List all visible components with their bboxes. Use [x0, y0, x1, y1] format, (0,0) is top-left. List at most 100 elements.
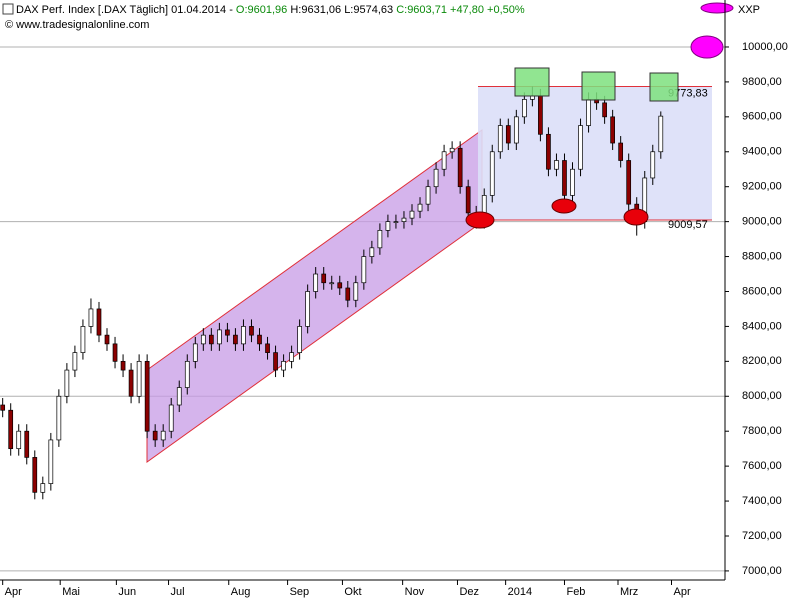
- candle-body: [546, 133, 551, 170]
- candle-body: [578, 125, 583, 170]
- candle-body: [505, 125, 511, 144]
- candle-body: [48, 439, 54, 484]
- candle-body: [393, 221, 399, 223]
- quote-change-pct: +0,50%: [487, 4, 525, 16]
- legend-label: XXP: [738, 4, 760, 16]
- quote-open: O:9601,96: [236, 4, 287, 16]
- candle-body: [321, 273, 327, 284]
- candle-body: [289, 352, 294, 362]
- candle-body: [626, 160, 632, 205]
- x-tick-label: Mrz: [620, 586, 638, 598]
- x-tick-label: Dez: [459, 586, 479, 598]
- candle-body: [409, 210, 415, 219]
- candle-body: [24, 430, 30, 458]
- candle-body: [265, 343, 270, 353]
- candle-body: [457, 147, 463, 188]
- candle-body: [64, 369, 70, 397]
- candle-body: [104, 334, 110, 345]
- candle-body: [433, 168, 439, 188]
- x-tick-label: Sep: [290, 586, 310, 598]
- candle-body: [96, 308, 102, 336]
- top-marker: [581, 71, 616, 101]
- candle-body: [281, 360, 286, 371]
- y-tick-label: 8800,00: [742, 250, 782, 262]
- y-tick-label: 7400,00: [742, 495, 782, 507]
- candle-body: [489, 151, 495, 196]
- range-fill: [478, 86, 712, 220]
- y-tick-label: 10000,00: [742, 41, 788, 53]
- bottom-marker: [623, 208, 649, 226]
- y-tick-label: 8200,00: [742, 355, 782, 367]
- y-tick-label: 7800,00: [742, 425, 782, 437]
- candle-body: [40, 483, 46, 493]
- y-tick-label: 8000,00: [742, 390, 782, 402]
- candle-body: [168, 404, 174, 432]
- candle-body: [361, 256, 367, 284]
- candle-body: [369, 247, 375, 257]
- x-tick-label: Mai: [62, 586, 80, 598]
- candle-body: [241, 326, 246, 345]
- candle-body: [152, 430, 158, 441]
- candle-body: [273, 352, 278, 371]
- candle-body: [385, 221, 391, 231]
- candle-body: [353, 282, 359, 301]
- candle-body: [128, 369, 134, 397]
- chart-icon: [2, 3, 14, 15]
- subtitle: © www.tradesignalonline.com: [5, 19, 149, 31]
- y-tick-label: 7200,00: [742, 530, 782, 542]
- x-tick-label: Apr: [5, 586, 22, 598]
- quote-change: +47,80: [450, 4, 484, 16]
- candle-body: [200, 334, 206, 345]
- y-tick-label: 8600,00: [742, 285, 782, 297]
- x-tick-label: Nov: [405, 586, 425, 598]
- candle-body: [192, 343, 198, 362]
- x-tick-label: Jun: [118, 586, 136, 598]
- candle-body: [257, 334, 262, 345]
- x-tick-label: Aug: [231, 586, 251, 598]
- candle-body: [513, 116, 519, 144]
- candle-body: [650, 151, 656, 179]
- candle-body: [570, 168, 575, 196]
- x-tick-label: Okt: [344, 586, 361, 598]
- candle-body: [249, 326, 254, 336]
- top-marker: [514, 67, 550, 97]
- quote-low: L:9574,63: [344, 4, 393, 16]
- candle-body: [208, 334, 214, 345]
- y-tick-label: 7000,00: [742, 565, 782, 577]
- candle-body: [602, 102, 607, 118]
- candle-body: [80, 326, 86, 353]
- y-tick-label: 9600,00: [742, 111, 782, 123]
- candle-body: [72, 352, 78, 371]
- chart-title: DAX Perf. Index [.DAX Täglich] 01.04.201…: [16, 4, 233, 16]
- candle-body: [562, 160, 567, 196]
- candle-body: [554, 160, 559, 170]
- candle-body: [120, 360, 126, 371]
- candle-body: [329, 282, 335, 285]
- candle-body: [345, 287, 351, 301]
- candle-body: [417, 203, 423, 212]
- x-tick-label: 2014: [508, 586, 532, 598]
- axes: 7000,00 7200,00 7400,00 7600,00 7800,00 8000,…: [2, 41, 788, 598]
- candle-body: [184, 360, 190, 388]
- x-tick-label: Apr: [673, 586, 690, 598]
- candle-body: [337, 282, 343, 289]
- y-tick-label: 9200,00: [742, 181, 782, 193]
- candle-body: [449, 147, 455, 153]
- bottom-marker: [551, 198, 577, 214]
- candle-body: [465, 186, 471, 214]
- quote-close: C:9603,71: [396, 4, 447, 16]
- candle-body: [313, 273, 319, 292]
- quote-high: H:9631,06: [290, 4, 341, 16]
- candle-body: [586, 99, 591, 126]
- candle-body: [233, 334, 238, 345]
- x-tick-label: Feb: [566, 586, 585, 598]
- candle-body: [0, 404, 6, 411]
- candle-body: [32, 457, 38, 493]
- y-tick-label: 8400,00: [742, 320, 782, 332]
- annotations: [465, 2, 734, 229]
- candle-body: [377, 230, 383, 249]
- y-tick-label: 9400,00: [742, 146, 782, 158]
- candle-body: [497, 125, 503, 153]
